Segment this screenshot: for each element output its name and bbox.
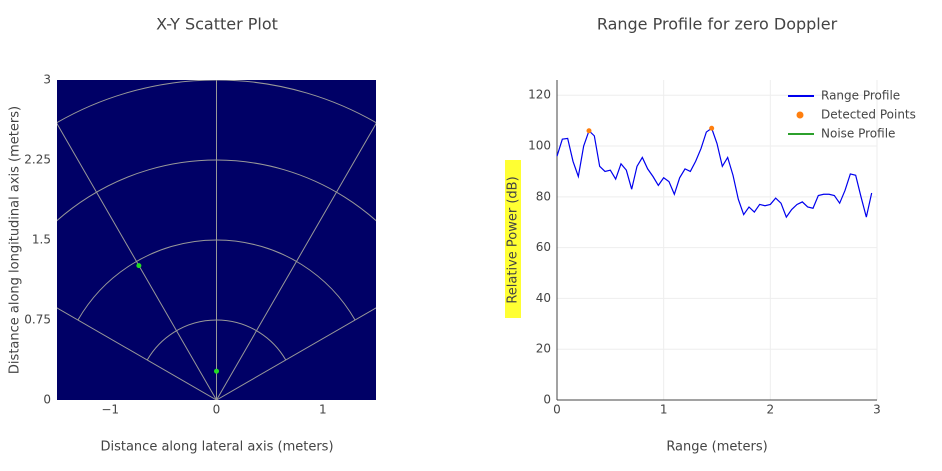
legend-label: Noise Profile xyxy=(821,127,895,141)
y-tick-label: 0 xyxy=(43,393,51,407)
polar-ray xyxy=(57,122,217,400)
y-tick-label: 3 xyxy=(43,73,51,87)
y-tick-label: 80 xyxy=(536,189,551,203)
x-tick-label: 3 xyxy=(873,403,881,417)
legend-marker xyxy=(796,111,804,119)
x-tick-label: −1 xyxy=(101,403,119,417)
legend-label: Detected Points xyxy=(821,108,916,122)
legend-label: Range Profile xyxy=(821,89,900,103)
point xyxy=(586,128,592,134)
x-tick-label: 1 xyxy=(660,403,668,417)
x-tick-label: 0 xyxy=(213,403,221,417)
x-axis-label: Range (meters) xyxy=(666,440,767,455)
x-tick-label: 2 xyxy=(767,403,775,417)
y-tick-label: 120 xyxy=(528,88,551,102)
x-tick-label: 0 xyxy=(553,403,561,417)
y-tick-label: 2.25 xyxy=(24,153,51,167)
y-tick-label: 100 xyxy=(528,139,551,153)
polar-ray xyxy=(216,307,376,400)
line xyxy=(556,127,873,219)
point xyxy=(214,368,219,374)
chart-title: X-Y Scatter Plot xyxy=(156,15,278,34)
chart-title: Range Profile for zero Doppler xyxy=(597,15,838,34)
y-tick-label: 40 xyxy=(536,291,551,305)
y-axis-label: Relative Power (dB) xyxy=(506,176,521,303)
y-tick-label: 0.75 xyxy=(24,313,51,327)
point xyxy=(136,263,142,269)
y-axis-label: Distance along longitudinal axis (meters… xyxy=(8,106,23,374)
y-tick-label: 1.5 xyxy=(32,233,51,247)
label-highlight xyxy=(505,160,521,318)
y-tick-label: 20 xyxy=(536,342,551,356)
point xyxy=(709,125,715,131)
polar-ray xyxy=(57,307,217,400)
y-tick-label: 0 xyxy=(543,393,551,407)
y-tick-label: 60 xyxy=(536,240,551,254)
x-tick-label: 1 xyxy=(319,403,327,417)
x-axis-label: Distance along lateral axis (meters) xyxy=(100,440,333,455)
polar-ray xyxy=(216,122,376,400)
